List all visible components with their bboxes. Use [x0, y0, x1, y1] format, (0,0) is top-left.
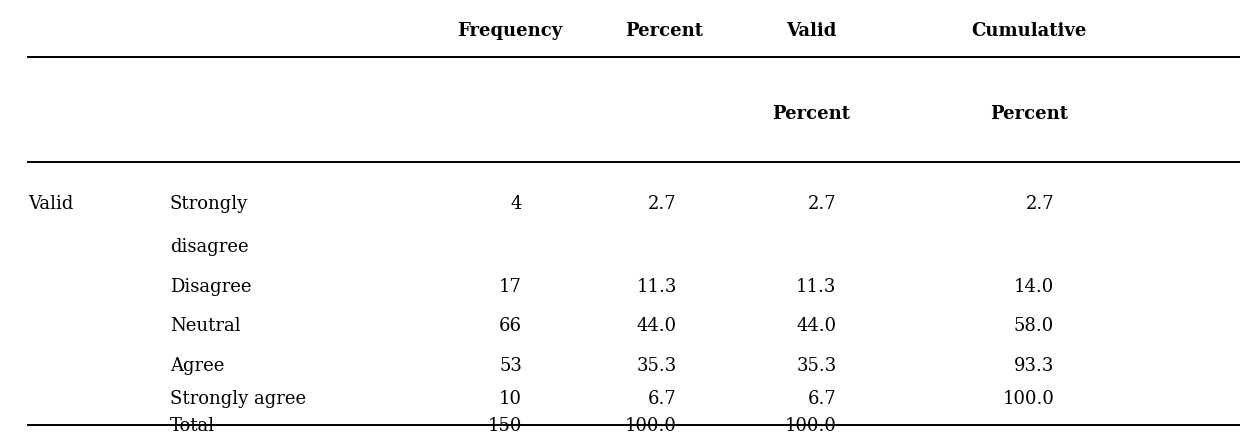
Text: Neutral: Neutral: [170, 317, 240, 336]
Text: 93.3: 93.3: [1014, 357, 1054, 375]
Text: disagree: disagree: [170, 238, 249, 257]
Text: Frequency: Frequency: [457, 21, 562, 40]
Text: Agree: Agree: [170, 357, 224, 375]
Text: 53: 53: [499, 357, 522, 375]
Text: 44.0: 44.0: [796, 317, 837, 336]
Text: Percent: Percent: [625, 21, 703, 40]
Text: 66: 66: [499, 317, 522, 336]
Text: 10: 10: [499, 389, 522, 408]
Text: 6.7: 6.7: [648, 389, 677, 408]
Text: 150: 150: [488, 417, 522, 435]
Text: Strongly: Strongly: [170, 194, 248, 213]
Text: Valid: Valid: [786, 21, 837, 40]
Text: 11.3: 11.3: [796, 278, 837, 296]
Text: 44.0: 44.0: [637, 317, 677, 336]
Text: 2.7: 2.7: [648, 194, 677, 213]
Text: 100.0: 100.0: [785, 417, 837, 435]
Text: Cumulative: Cumulative: [971, 21, 1087, 40]
Text: 100.0: 100.0: [1003, 389, 1054, 408]
Text: Valid: Valid: [28, 194, 73, 213]
Text: 2.7: 2.7: [808, 194, 837, 213]
Text: 100.0: 100.0: [625, 417, 677, 435]
Text: Total: Total: [170, 417, 215, 435]
Text: Strongly agree: Strongly agree: [170, 389, 306, 408]
Text: 17: 17: [499, 278, 522, 296]
Text: 6.7: 6.7: [808, 389, 837, 408]
Text: 35.3: 35.3: [796, 357, 837, 375]
Text: 14.0: 14.0: [1014, 278, 1054, 296]
Text: 11.3: 11.3: [637, 278, 677, 296]
Text: Percent: Percent: [772, 105, 850, 123]
Text: Percent: Percent: [990, 105, 1068, 123]
Text: 35.3: 35.3: [637, 357, 677, 375]
Text: 2.7: 2.7: [1025, 194, 1054, 213]
Text: 58.0: 58.0: [1014, 317, 1054, 336]
Text: 4: 4: [511, 194, 522, 213]
Text: Disagree: Disagree: [170, 278, 252, 296]
